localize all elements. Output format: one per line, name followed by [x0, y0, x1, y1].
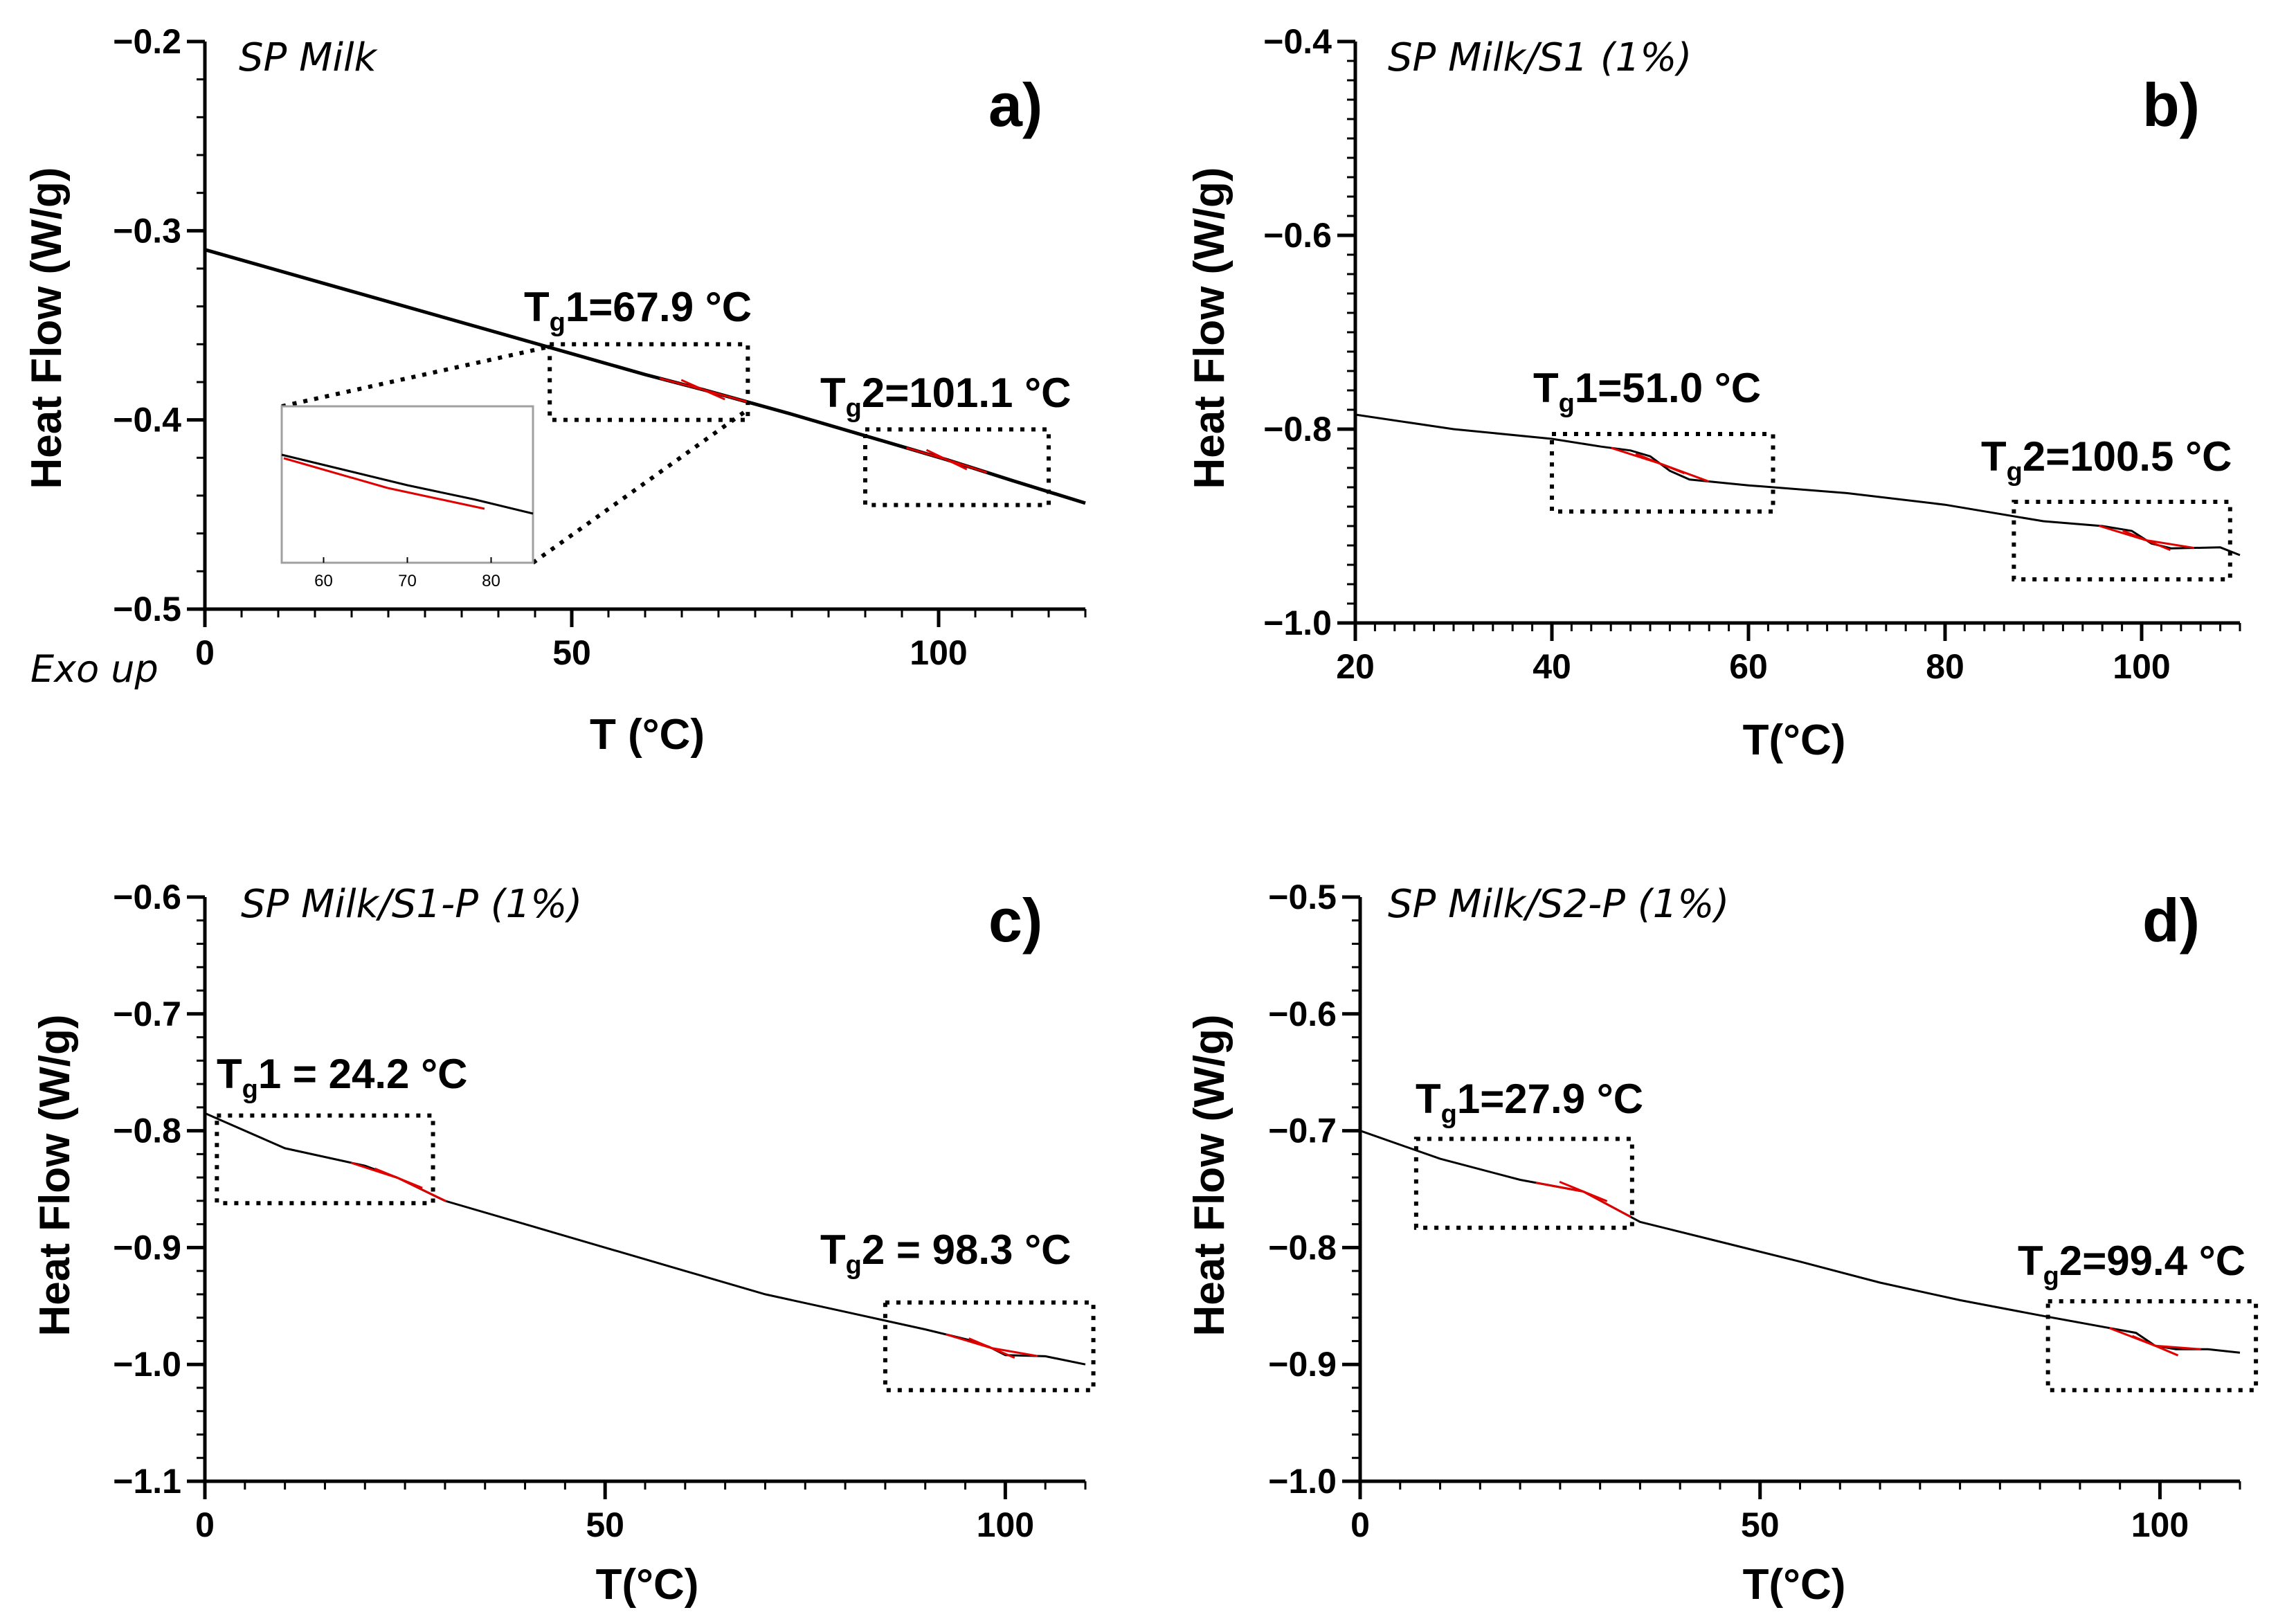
x-tick-label-d: 0	[1350, 1505, 1370, 1544]
tg1-label-a: Tg1=67.9 °C	[524, 284, 752, 337]
x-tick-label-b: 40	[1533, 647, 1571, 686]
sample-title-b: SP Milk/S1 (1%)	[1388, 35, 1692, 80]
zoom-inset-a: 60 70 80	[280, 345, 749, 590]
y-tick-label-b: −1.0	[1263, 604, 1332, 642]
tg2-label-a: Tg2=101.1 °C	[820, 370, 1071, 423]
y-tick-label-c: −0.9	[113, 1228, 181, 1267]
panel-label-c: c)	[988, 886, 1042, 955]
tg2-label-d: Tg2=99.4 °C	[2018, 1238, 2245, 1291]
tg1-box-c	[215, 1113, 435, 1206]
tg1-tangent-mid-d	[1559, 1180, 1608, 1202]
x-tick-label-a: 100	[910, 633, 967, 672]
tg2-label-c: Tg2 = 98.3 °C	[820, 1227, 1071, 1280]
y-tick-label-d: −0.6	[1268, 995, 1337, 1033]
inset-curve-a	[281, 453, 534, 515]
panel-b: 20 40 60 80 100 −1.0 −0.8 −0.6 −0.4 SP Milk/S1 (…	[1186, 22, 2241, 764]
y-tick-label-b: −0.6	[1263, 216, 1332, 255]
y-tick-label-d: −0.9	[1268, 1345, 1337, 1384]
panel-a: 0 50 100 −0.5 −0.4 −0.3 −0.2 SP Milk a) T (°C)…	[23, 22, 1087, 759]
tg2-tangent-post-d	[2155, 1344, 2201, 1350]
x-axis-title-d: T(°C)	[1743, 1561, 1846, 1609]
exo-up-label: Exo up	[30, 647, 159, 691]
y-axis-title-b: Heat Flow (W/g)	[1186, 168, 1233, 489]
x-tick-label-c: 0	[195, 1505, 215, 1544]
tg1-box-a	[548, 342, 750, 422]
y-tick-label-c: −0.7	[113, 995, 181, 1033]
y-tick-label-d: −0.5	[1268, 878, 1337, 916]
tg2-tangent-mid-d	[2131, 1335, 2179, 1357]
panel-d: 0 50 100 −1.0 −0.9 −0.8 −0.7 −0.6 −0.5 SP Milk/S…	[1186, 878, 2259, 1609]
tg1-tangent-post-a	[703, 388, 748, 403]
tg2-label-b: Tg2=100.5 °C	[1981, 433, 2232, 487]
y-tick-label-b: −0.4	[1263, 22, 1332, 61]
y-tick-label-c: −1.0	[113, 1345, 181, 1384]
tg2-box-c	[883, 1300, 1096, 1393]
x-tick-label-b: 100	[2113, 647, 2170, 686]
x-tick-label-b: 80	[1926, 647, 1964, 686]
y-tick-label-d: −1.0	[1268, 1462, 1337, 1501]
y-tick-label-c: −0.6	[113, 878, 181, 916]
x-axis-title-b: T(°C)	[1743, 716, 1846, 764]
tg1-label-c: Tg1 = 24.2 °C	[217, 1051, 467, 1104]
y-tick-label-b: −0.8	[1263, 410, 1332, 449]
x-tick-label-c: 50	[586, 1505, 624, 1544]
panel-label-a: a)	[988, 71, 1042, 139]
x-tick-label-a: 0	[195, 633, 215, 672]
tg2-tangent-post-c	[991, 1347, 1038, 1357]
panel-label-d: d)	[2142, 886, 2200, 955]
y-tick-label-d: −0.7	[1268, 1112, 1337, 1150]
x-tick-label-a: 50	[552, 633, 591, 672]
tg2-tangent-mid-b	[2122, 530, 2171, 552]
panel-c: 0 50 100 −1.1 −1.0 −0.9 −0.8 −0.7 −0.6 SP Milk/S…	[31, 878, 1096, 1609]
sample-title-c: SP Milk/S1-P (1%)	[241, 882, 582, 927]
y-tick-label-c: −0.8	[113, 1112, 181, 1150]
tg1-box-b	[1550, 432, 1775, 514]
sample-title-a: SP Milk	[239, 35, 379, 80]
tg1-tangent-mid-b	[1635, 453, 1685, 475]
tg2-box-d	[2045, 1299, 2259, 1393]
x-axis-title-a: T (°C)	[590, 711, 705, 759]
y-axis-title-d: Heat Flow (W/g)	[1186, 1015, 1233, 1337]
y-tick-label-a: −0.4	[113, 401, 181, 440]
tg1-label-b: Tg1=51.0 °C	[1533, 365, 1761, 418]
y-tick-label-a: −0.3	[113, 211, 181, 250]
inset-x-tick-label: 70	[398, 572, 417, 590]
tg1-tangent-mid-c	[374, 1167, 423, 1189]
inset-x-tick-label: 80	[482, 572, 500, 590]
inset-frame	[280, 405, 534, 564]
tg1-box-d	[1413, 1137, 1634, 1230]
inset-connector-top	[281, 345, 550, 408]
y-tick-label-a: −0.2	[113, 22, 181, 61]
y-tick-label-c: −1.1	[113, 1462, 181, 1501]
tg2-tangent-post-b	[2146, 539, 2195, 550]
y-tick-label-a: −0.5	[113, 590, 181, 628]
inset-tangent-1	[283, 457, 388, 489]
x-tick-label-b: 60	[1729, 647, 1768, 686]
inset-x-tick-label: 60	[314, 572, 333, 590]
x-tick-label-b: 20	[1336, 647, 1375, 686]
tg1-tangent-mid-a	[680, 379, 725, 401]
y-tick-label-d: −0.8	[1268, 1228, 1337, 1267]
y-axis-title-c: Heat Flow (W/g)	[31, 1015, 79, 1337]
tg2-tangent-mid-a	[925, 449, 968, 471]
tg2-tangent-pre-a	[905, 446, 948, 461]
tg2-box-a	[863, 427, 1051, 507]
tg1-tangent-pre-d	[1535, 1182, 1584, 1193]
x-tick-label-d: 50	[1741, 1505, 1780, 1544]
y-axis-title-a: Heat Flow (W/g)	[23, 168, 71, 489]
x-tick-label-d: 100	[2131, 1505, 2189, 1544]
x-tick-label-c: 100	[977, 1505, 1034, 1544]
inset-tangent-2	[387, 487, 485, 510]
inset-connector-bottom	[532, 408, 749, 565]
panel-label-b: b)	[2142, 71, 2200, 139]
tg2-tangent-mid-c	[968, 1337, 1015, 1359]
sample-title-d: SP Milk/S2-P (1%)	[1388, 882, 1729, 927]
tg1-label-d: Tg1=27.9 °C	[1416, 1076, 1643, 1129]
x-axis-title-c: T(°C)	[596, 1561, 699, 1609]
tg1-tangent-pre-a	[659, 377, 704, 391]
tg2-box-b	[2012, 500, 2232, 581]
